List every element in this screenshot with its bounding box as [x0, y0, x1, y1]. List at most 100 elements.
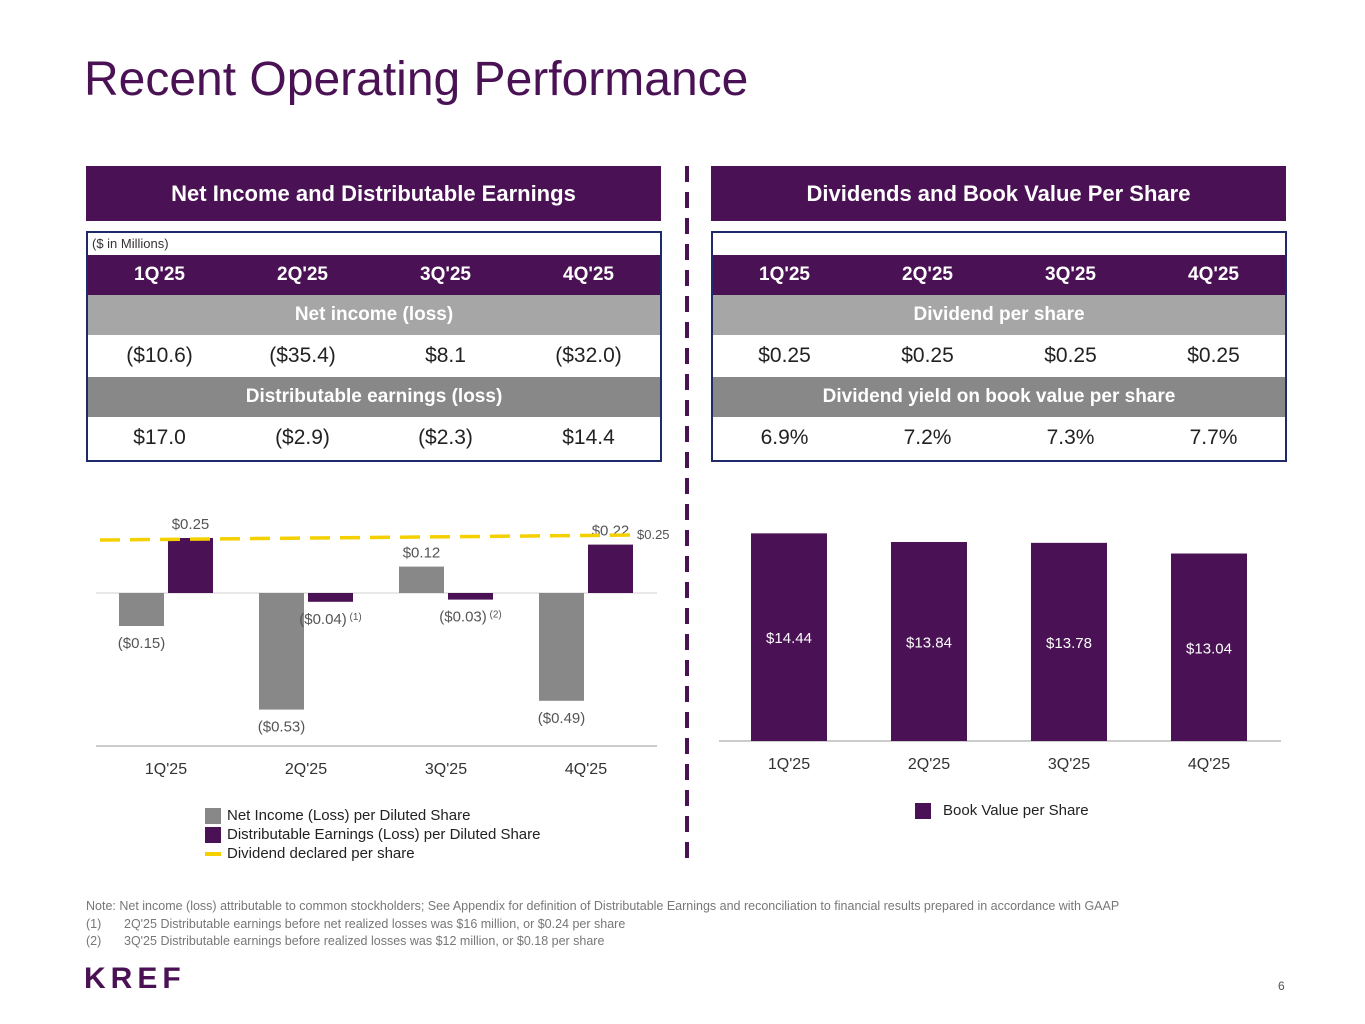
table-cell: $0.25 [1187, 344, 1240, 367]
legend-label: Dividend declared per share [227, 845, 415, 862]
quarter-header: 4Q'25 [1188, 264, 1239, 285]
footnotes: Note: Net income (loss) attributable to … [86, 898, 1119, 951]
x-tick-label: 3Q'25 [425, 761, 467, 778]
bar-net-income-3 [539, 593, 584, 701]
reference-line-label: $0.25 [637, 527, 670, 542]
earnings-per-share-chart: ($0.15) $0.25 1Q'25 ($0.53) ($0.04) (1) 2Q'25… [96, 516, 670, 778]
x-tick-label: 1Q'25 [145, 761, 187, 778]
table-cell: $0.25 [901, 344, 954, 367]
data-label: ($0.03) (2) [439, 609, 502, 626]
quarter-header-row: 1Q'25 2Q'25 3Q'25 4Q'25 [713, 255, 1285, 295]
distributable-label-row: Distributable earnings (loss) [88, 377, 660, 417]
page-title: Recent Operating Performance [84, 53, 749, 106]
quarter-header: 2Q'25 [902, 264, 953, 285]
left-panel-heading: Net Income and Distributable Earnings [86, 166, 661, 221]
x-tick-label: 2Q'25 [285, 761, 327, 778]
legend-item: Net Income (Loss) per Diluted Share [205, 806, 540, 825]
net-income-label-row: Net income (loss) [88, 295, 660, 335]
table-cell: $8.1 [425, 344, 466, 367]
bar-book-value-1 [891, 541, 967, 741]
footnote-main: Note: Net income (loss) attributable to … [86, 899, 1120, 913]
quarter-header: 3Q'25 [420, 264, 471, 285]
x-tick-label: 3Q'25 [1048, 756, 1090, 773]
x-tick-label: 4Q'25 [1188, 756, 1230, 773]
table-cell: 6.9% [760, 426, 809, 449]
dividend-label-row: Dividend per share [713, 295, 1285, 335]
legend-item: Distributable Earnings (Loss) per Dilute… [205, 825, 540, 844]
spacer-row [713, 233, 1285, 255]
bar-book-value-0 [751, 533, 827, 741]
x-tick-label: 2Q'25 [908, 756, 950, 773]
table-cell: $17.0 [133, 426, 186, 449]
bar-book-value-2 [1031, 542, 1107, 741]
table-cell: ($2.9) [275, 426, 330, 449]
company-logo: KREF [84, 962, 186, 995]
footnote-marker: (1) [347, 612, 362, 623]
footnote-item: (1) 2Q'25 Distributable earnings before n… [86, 916, 626, 931]
data-label: $13.78 [1046, 635, 1092, 652]
table-cell: $0.25 [1044, 344, 1097, 367]
table-cell: $0.25 [758, 344, 811, 367]
distributable-row: $17.0 ($2.9) ($2.3) $14.4 [88, 417, 660, 459]
dividend-reference-line [99, 533, 635, 542]
yield-row: 6.9% 7.2% 7.3% 7.7% [713, 417, 1285, 459]
data-label: ($0.49) [538, 710, 586, 727]
table-cell: $14.4 [562, 426, 615, 449]
dividend-row: $0.25 $0.25 $0.25 $0.25 [713, 335, 1285, 377]
panel-divider [685, 166, 689, 862]
bar-distributable-2 [448, 593, 493, 600]
dividend-table: 1Q'25 2Q'25 3Q'25 4Q'25 Dividend per sha… [711, 231, 1287, 462]
legend-item: Dividend declared per share [205, 844, 540, 863]
bar-net-income-0 [119, 593, 164, 626]
table-cell: ($35.4) [269, 344, 336, 367]
quarter-header: 3Q'25 [1045, 264, 1096, 285]
data-label: $0.12 [403, 545, 441, 562]
net-income-label: Net income (loss) [294, 304, 454, 325]
legend-line-swatch [205, 851, 221, 856]
bar-distributable-0 [168, 538, 213, 593]
earnings-chart-legend: Net Income (Loss) per Diluted Share Dist… [205, 806, 540, 863]
net-income-row: ($10.6) ($35.4) $8.1 ($32.0) [88, 335, 660, 377]
net-income-table: ($ in Millions) 1Q'25 2Q'25 3Q'25 4Q'25 … [86, 231, 662, 462]
distributable-label: Distributable earnings (loss) [245, 386, 503, 407]
bar-distributable-3 [588, 544, 633, 593]
data-label: ($0.53) [258, 719, 306, 736]
legend-label: Book Value per Share [943, 802, 1089, 819]
legend-label: Distributable Earnings (Loss) per Dilute… [227, 826, 541, 843]
quarter-header: 1Q'25 [134, 264, 185, 285]
book-value-legend: Book Value per Share [915, 801, 1089, 820]
quarter-header: 2Q'25 [277, 264, 328, 285]
data-label: $0.25 [172, 516, 210, 533]
data-label: $14.44 [766, 630, 812, 647]
legend-swatch [205, 807, 221, 824]
yield-label-row: Dividend yield on book value per share [713, 377, 1285, 417]
footnote-item: (2) 3Q'25 Distributable earnings before r… [86, 934, 605, 948]
legend-label: Net Income (Loss) per Diluted Share [227, 807, 471, 824]
data-label: ($0.04) (1) [299, 611, 362, 628]
bar-distributable-1 [308, 593, 353, 602]
yield-label: Dividend yield on book value per share [822, 386, 1176, 407]
table-cell: ($10.6) [126, 344, 193, 367]
data-label: ($0.15) [118, 635, 166, 652]
table-cell: 7.7% [1189, 426, 1238, 449]
dividend-label: Dividend per share [913, 304, 1085, 325]
right-panel-heading: Dividends and Book Value Per Share [711, 166, 1286, 221]
book-value-chart: $14.44 1Q'25 $13.84 2Q'25 $13.78 3Q'25 $13.04 4… [719, 533, 1281, 773]
table-cell: ($32.0) [555, 344, 622, 367]
legend-item: Book Value per Share [915, 801, 1089, 820]
table-cell: ($2.3) [418, 426, 473, 449]
bar-net-income-2 [399, 566, 444, 593]
quarter-header: 4Q'25 [563, 264, 614, 285]
legend-swatch [205, 826, 221, 843]
unit-note: ($ in Millions) [92, 236, 169, 251]
quarter-header-row: 1Q'25 2Q'25 3Q'25 4Q'25 [88, 255, 660, 295]
footnote-marker: (2) [487, 610, 502, 621]
bar-net-income-1 [259, 593, 304, 710]
table-cell: 7.3% [1046, 426, 1095, 449]
data-label: $13.84 [906, 634, 952, 651]
x-tick-label: 4Q'25 [565, 761, 607, 778]
quarter-header: 1Q'25 [759, 264, 810, 285]
legend-swatch [915, 802, 931, 819]
x-tick-label: 1Q'25 [768, 756, 810, 773]
table-cell: 7.2% [903, 426, 952, 449]
